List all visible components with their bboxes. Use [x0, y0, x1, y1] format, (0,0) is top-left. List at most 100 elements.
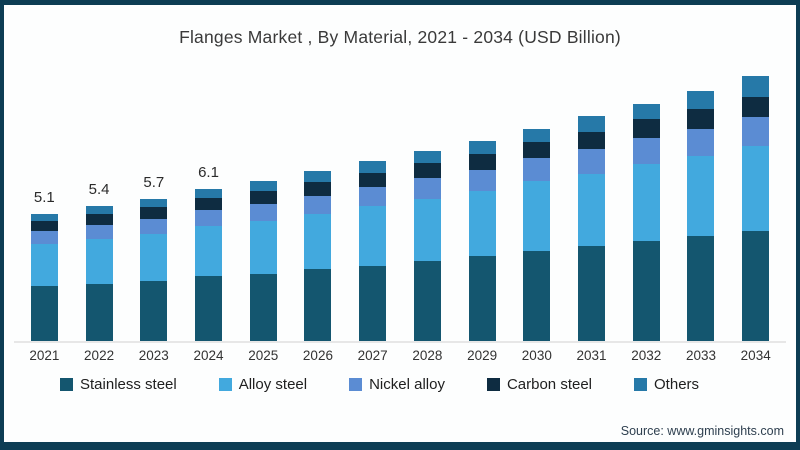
bar-2024-segment-alloy-steel — [195, 226, 223, 276]
bar-2027-segment-alloy-steel — [359, 206, 387, 266]
bar-2026-segment-others — [304, 171, 332, 182]
bar-2033-segment-carbon-steel — [687, 109, 715, 129]
bar-2033-segment-others — [687, 91, 715, 110]
bar-column-2030 — [509, 60, 564, 341]
bar-2033 — [687, 91, 715, 341]
bar-2031-segment-stainless-steel — [578, 246, 606, 341]
bar-2021-segment-alloy-steel — [30, 243, 58, 286]
bar-2024 — [195, 188, 223, 341]
bar-2026-segment-carbon-steel — [304, 182, 332, 196]
x-axis-label-2034: 2034 — [740, 348, 771, 363]
bar-column-2025 — [236, 60, 291, 341]
bar-2031-segment-nickel-alloy — [578, 149, 606, 174]
bar-2023-segment-alloy-steel — [140, 233, 168, 281]
bar-2030-segment-nickel-alloy — [523, 158, 551, 181]
bar-2025-segment-carbon-steel — [249, 191, 277, 204]
x-axis-label-2028: 2028 — [412, 348, 443, 363]
x-axis-line — [14, 341, 786, 343]
bar-2030 — [523, 128, 551, 341]
bar-2021-segment-stainless-steel — [30, 286, 58, 341]
bar-2032-segment-carbon-steel — [632, 119, 660, 138]
bar-2031-segment-others — [578, 116, 606, 132]
bar-2022 — [85, 206, 113, 341]
bar-2025-segment-alloy-steel — [249, 221, 277, 274]
bar-2021 — [30, 213, 58, 341]
bar-2028-segment-nickel-alloy — [413, 178, 441, 199]
bar-2030-segment-carbon-steel — [523, 141, 551, 159]
x-axis-label-2024: 2024 — [193, 348, 224, 363]
bar-value-label-2022: 5.4 — [88, 181, 110, 198]
bar-2028-segment-alloy-steel — [413, 198, 441, 261]
bar-2032-segment-alloy-steel — [632, 163, 660, 241]
plot-area: 5.1 5.4 5.7 6.1 — [17, 60, 783, 341]
bar-2027-segment-others — [359, 161, 387, 173]
legend-label-alloy-steel: Alloy steel — [238, 376, 308, 393]
x-axis-label-2026: 2026 — [302, 348, 333, 363]
bar-2031-segment-carbon-steel — [578, 131, 606, 150]
bar-2032-segment-nickel-alloy — [632, 138, 660, 164]
bar-2032 — [632, 103, 660, 341]
x-axis-label-2033: 2033 — [685, 348, 716, 363]
bar-2024-segment-stainless-steel — [195, 276, 223, 341]
bar-2029-segment-others — [468, 141, 496, 154]
x-axis-label-2021: 2021 — [29, 348, 60, 363]
bar-2030-segment-others — [523, 128, 551, 142]
bar-2023-segment-nickel-alloy — [140, 218, 168, 234]
legend-label-stainless-steel: Stainless steel — [80, 376, 177, 393]
bar-2025-segment-stainless-steel — [249, 273, 277, 341]
bar-2033-segment-stainless-steel — [687, 236, 715, 341]
bar-2023-segment-carbon-steel — [140, 207, 168, 219]
bar-2024-segment-carbon-steel — [195, 197, 223, 210]
bar-2026 — [304, 171, 332, 341]
bar-2028-segment-others — [413, 151, 441, 164]
bar-2032-segment-stainless-steel — [632, 241, 660, 341]
legend-item-nickel-alloy: Nickel alloy — [349, 376, 445, 393]
legend-label-others: Others — [654, 376, 700, 393]
bar-column-2028 — [400, 60, 455, 341]
legend-swatch-others — [634, 378, 648, 391]
bar-2021-segment-others — [30, 213, 58, 221]
legend-item-stainless-steel: Stainless steel — [60, 376, 177, 393]
bar-2024-segment-nickel-alloy — [195, 209, 223, 226]
bar-2028-segment-carbon-steel — [413, 163, 441, 179]
x-axis-label-2032: 2032 — [631, 348, 662, 363]
bar-2029 — [468, 141, 496, 341]
bar-2030-segment-alloy-steel — [523, 181, 551, 251]
bar-column-2022: 5.4 — [72, 60, 127, 341]
bar-2026-segment-stainless-steel — [304, 268, 332, 341]
legend-swatch-carbon-steel — [486, 378, 500, 391]
legend-swatch-stainless-steel — [60, 378, 73, 391]
bar-value-label-2021: 5.1 — [33, 188, 55, 206]
bar-2032-segment-others — [632, 103, 660, 120]
bar-2024-segment-others — [195, 188, 223, 198]
bar-2022-segment-others — [85, 206, 113, 214]
bar-2023-segment-others — [140, 198, 168, 208]
legend: Stainless steel Alloy steel Nickel alloy Ca… — [60, 376, 796, 393]
bar-2023 — [140, 198, 168, 341]
bar-2034-segment-stainless-steel — [742, 231, 770, 341]
bar-column-2027 — [345, 60, 400, 341]
bar-2027-segment-stainless-steel — [359, 266, 387, 341]
bar-column-2031 — [564, 60, 619, 341]
bar-2034-segment-nickel-alloy — [742, 117, 770, 146]
bar-column-2026 — [291, 60, 346, 341]
bar-2025 — [249, 181, 277, 341]
bar-2027-segment-carbon-steel — [359, 172, 387, 187]
bar-2033-segment-alloy-steel — [687, 156, 715, 236]
bar-column-2033 — [674, 60, 729, 341]
bar-2034 — [742, 76, 770, 341]
bar-column-2029 — [455, 60, 510, 341]
x-axis-label-2027: 2027 — [357, 348, 388, 363]
legend-label-nickel-alloy: Nickel alloy — [369, 376, 445, 393]
x-axis-label-2029: 2029 — [467, 348, 498, 363]
bar-column-2024: 6.1 — [181, 60, 236, 341]
bar-2029-segment-stainless-steel — [468, 256, 496, 341]
bar-2022-segment-stainless-steel — [85, 283, 113, 341]
legend-item-carbon-steel: Carbon steel — [486, 376, 592, 393]
bar-2021-segment-carbon-steel — [30, 221, 58, 231]
x-axis-label-2031: 2031 — [576, 348, 607, 363]
bar-2034-segment-others — [742, 76, 770, 97]
legend-item-alloy-steel: Alloy steel — [218, 376, 308, 393]
x-axis-label-2023: 2023 — [138, 348, 169, 363]
